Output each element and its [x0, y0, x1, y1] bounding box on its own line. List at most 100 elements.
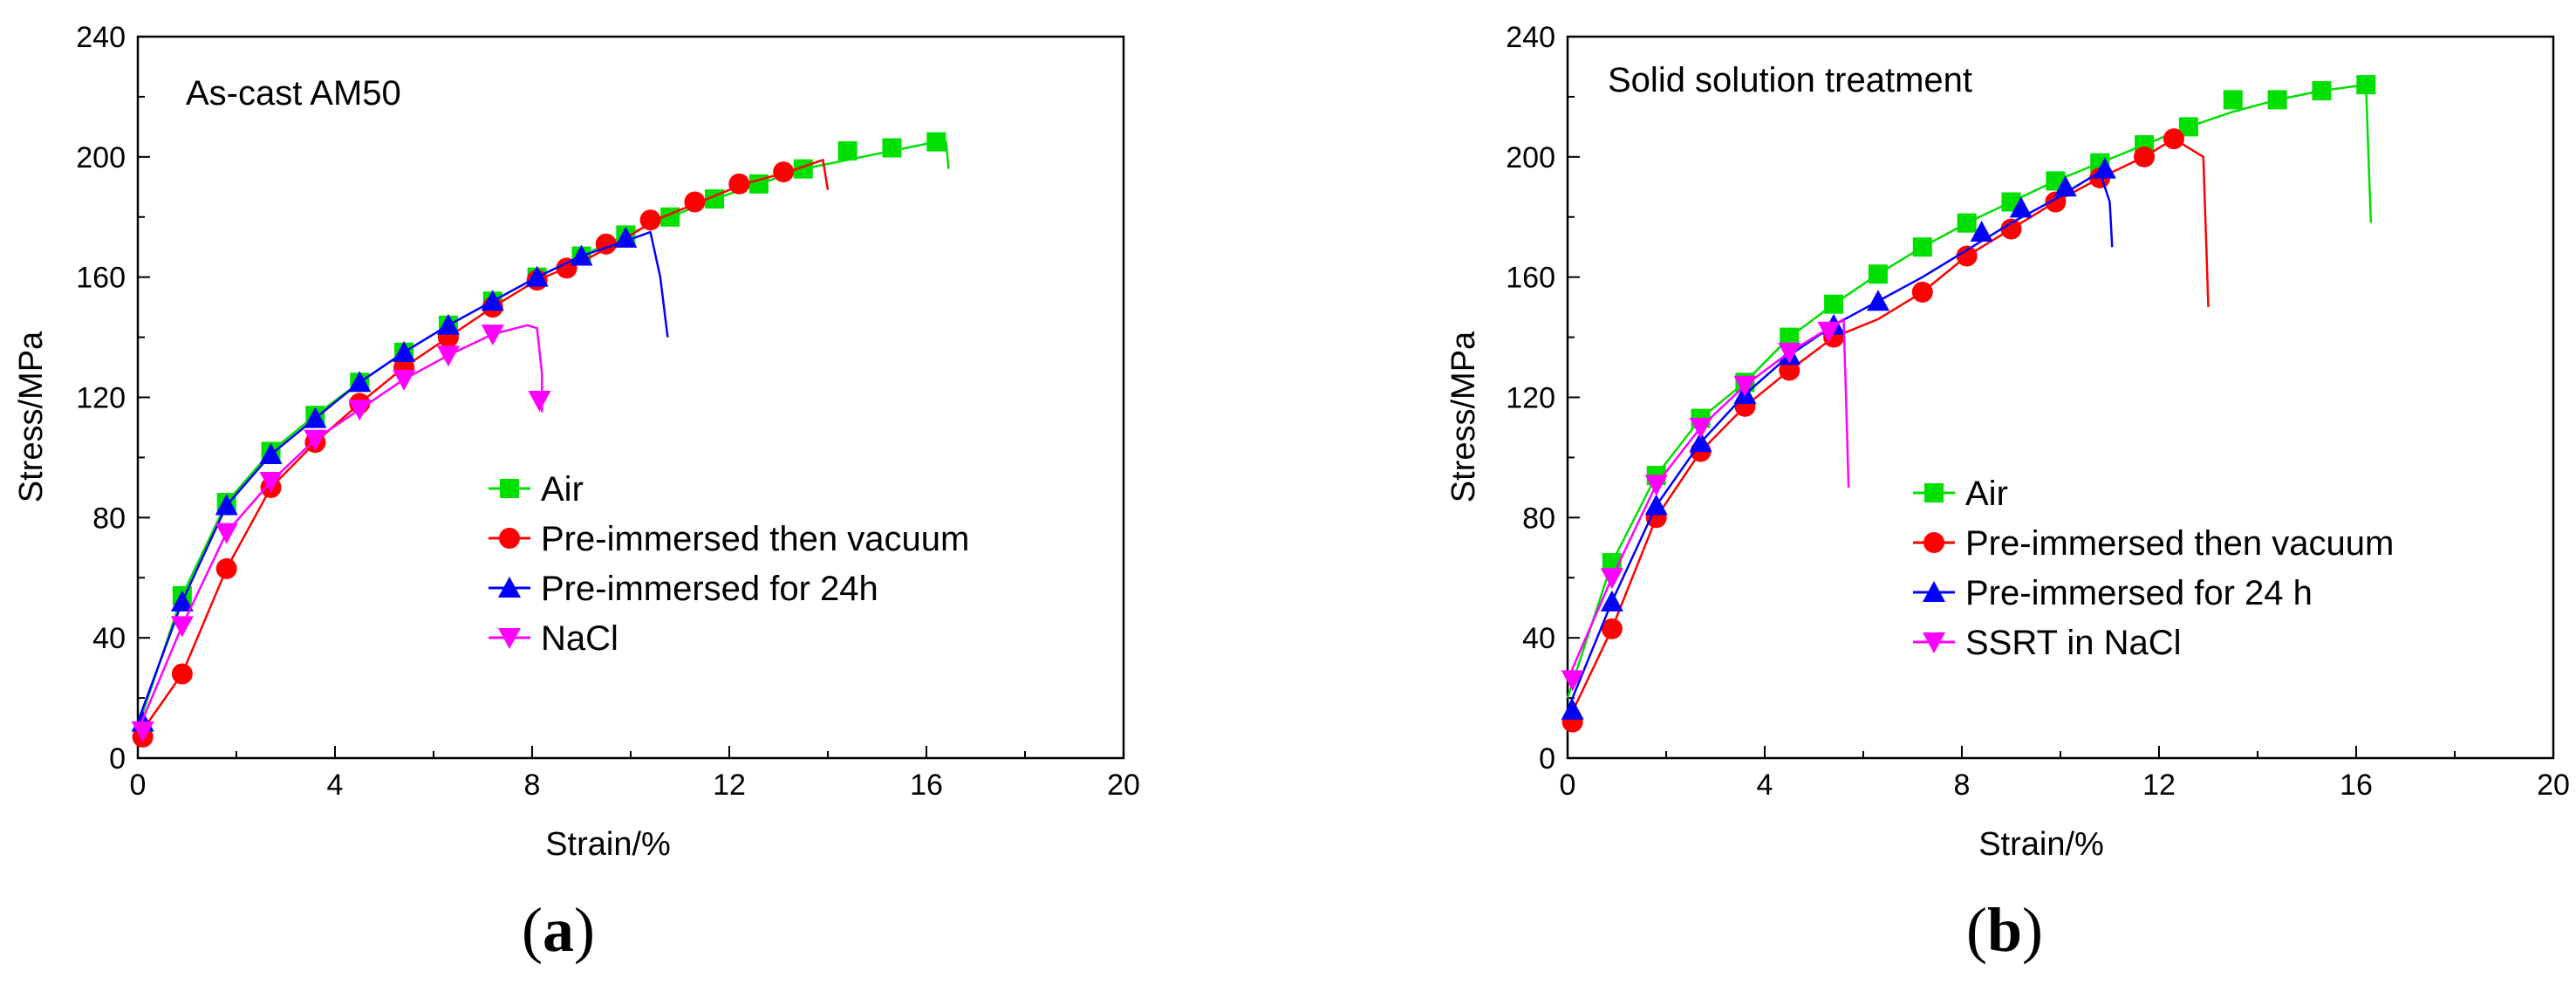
panel-a-series-pre-immersed-for-24h-point [436, 313, 460, 335]
panel-b-x-axis-title: Strain/% [1978, 826, 2104, 863]
panel-a-legend-label: Pre-immersed then vacuum [541, 520, 969, 558]
panel-a-series-pre-immersed-for-24h-point [170, 590, 194, 612]
panel-a-series-nacl-line [136, 324, 543, 732]
panel-a-series-nacl-point [215, 523, 238, 544]
panel-b-series-air-point [2312, 81, 2332, 101]
panel-b-series-pre-immersed-for-24-h-point [2053, 175, 2077, 197]
panel-b-legend-label: Pre-immersed for 24 h [1965, 574, 2313, 612]
panel-a-title: As-cast AM50 [186, 74, 401, 113]
panel-b-series-pre-immersed-for-24-h-point [2009, 196, 2033, 218]
panel-a-series-nacl-point [528, 390, 551, 412]
panel-b-x-tick-label: 16 [2340, 769, 2373, 802]
panel-b-x-tick-label: 12 [2142, 769, 2176, 802]
panel-b-series-air-point [1780, 327, 1800, 347]
panel-a-caption-open: ( [522, 895, 543, 965]
panel-b-legend: Air Pre-immersed then vacuum Pre-immersed … [1913, 475, 2394, 662]
panel-b-title: Solid solution treatment [1608, 61, 1972, 99]
panel-b-y-tick-label: 0 [1539, 742, 1555, 776]
panel-a-y-tick-label: 240 [76, 21, 126, 54]
panel-b-series-air-point [1868, 264, 1888, 284]
panel-a-series-nacl-point [259, 471, 283, 493]
panel-b-y-tick-label: 40 [1522, 622, 1555, 655]
panel-a-legend-swatch-marker [500, 479, 519, 498]
panel-b-legend-swatch-marker [1923, 632, 1945, 653]
panel-b-series-pre-immersed-then-vacuum-point [2163, 128, 2184, 150]
panel-b-legend-swatch-marker [1923, 581, 1945, 602]
panel-b-series-ssrt-in-nacl-point [1689, 417, 1712, 439]
panel-a-series-pre-immersed-then-vacuum-line [136, 159, 830, 738]
panel-a-series-air-point [926, 132, 946, 152]
panel-b-caption-open: ( [1966, 895, 1987, 965]
panel-a-frame [136, 35, 1125, 760]
panel-a-y-tick-label: 40 [92, 622, 126, 655]
panel-a-caption: (a) [522, 895, 595, 965]
panel-a-series-pre-immersed-for-24h-point [393, 340, 416, 362]
panel-a-legend-swatch-marker [498, 577, 521, 598]
panel-a-y-tick-label: 200 [76, 141, 126, 174]
panel-a-series-nacl-point [348, 400, 372, 421]
panel-a-x-tick-label: 16 [910, 769, 943, 802]
panel-a-y-tick-label: 0 [109, 742, 126, 776]
panel-a-caption-close: ) [574, 895, 595, 965]
panel-a-series-air-point [837, 140, 858, 161]
panel-b-series-air-point [2267, 90, 2287, 110]
panel-a-x-tick-label: 20 [1107, 769, 1140, 802]
panel-a-series-pre-immersed-then-vacuum-point [684, 191, 706, 213]
panel-a-series-nacl-point [481, 325, 504, 346]
panel-a-legend-label: Pre-immersed for 24h [541, 570, 878, 608]
panel-a-x-tick-label: 0 [130, 769, 147, 802]
panel-b-series-pre-immersed-for-24-h-point [1970, 220, 1993, 242]
panel-a-series-pre-immersed-then-vacuum-point [215, 557, 237, 579]
panel-b-legend-label: Pre-immersed then vacuum [1965, 524, 2394, 563]
panel-b-series-air-point [2178, 117, 2198, 137]
panel-a-caption-letter: a [543, 895, 574, 965]
panel-a-y-tick-label: 80 [92, 502, 126, 535]
panel-b-series-pre-immersed-for-24-h-point [1600, 590, 1623, 612]
panel-a-legend-swatch-marker [498, 628, 521, 649]
panel-a-x-tick-label: 12 [713, 769, 746, 802]
panel-a-series-pre-immersed-then-vacuum-point [595, 233, 617, 255]
panel-b-legend-swatch-marker [1924, 483, 1944, 502]
panel-a-series-pre-immersed-then-vacuum-point [773, 161, 795, 183]
panel-b-series-ssrt-in-nacl-point [1817, 321, 1841, 343]
panel-b-series-ssrt-in-nacl-point [1778, 342, 1801, 364]
panel-b-series-air-point [1824, 294, 1844, 314]
panel-a-legend-label: NaCl [541, 619, 618, 658]
panel-b-legend-label: Air [1965, 475, 2008, 513]
panel-b-series-ssrt-in-nacl-point [1561, 670, 1584, 692]
panel-b-x-tick-label: 8 [1954, 769, 1971, 802]
panel-b-series-pre-immersed-for-24-h-point [1644, 494, 1668, 516]
panel-a-series-pre-immersed-then-vacuum-point [728, 173, 750, 195]
panel-b-legend-swatch-marker [1923, 532, 1944, 553]
panel-a-series-nacl-point [436, 345, 460, 367]
panel-a-y-tick-label: 120 [76, 382, 126, 415]
panel-b-series-pre-immersed-then-vacuum-point [1601, 618, 1623, 639]
panel-a-series-nacl-point [304, 429, 327, 451]
panel-a-series-pre-immersed-for-24h-point [215, 494, 238, 516]
panel-a-y-tick-label: 160 [76, 262, 126, 295]
panel-a-series-pre-immersed-for-24h-point [614, 226, 638, 248]
panel-a-series-pre-immersed-for-24h-point [304, 407, 327, 428]
panel-b-y-tick-label: 240 [1506, 21, 1555, 54]
panel-a-series-nacl-point [393, 369, 416, 391]
panel-a-legend: Air Pre-immersed then vacuum Pre-immersed … [489, 470, 969, 658]
panel-b-y-tick-label: 80 [1522, 502, 1555, 535]
panel-b-series-air-point [2223, 90, 2243, 110]
panel-b-series-pre-immersed-then-vacuum-point [2134, 146, 2156, 167]
panel-a-x-tick-label: 8 [524, 769, 541, 802]
panel-b-caption-close: ) [2022, 895, 2043, 965]
panel-a-series-pre-immersed-for-24h-point [570, 244, 593, 266]
panel-b-series-pre-immersed-then-vacuum-point [1779, 359, 1800, 381]
panel-b-series-ssrt-in-nacl-point [1600, 568, 1623, 590]
panel-a-legend-swatch-marker [499, 528, 520, 549]
panel-b-series-air-point [1957, 213, 1977, 233]
panel-b-caption: (b) [1966, 895, 2043, 965]
panel-b-x-tick-label: 0 [1560, 769, 1576, 802]
panel-a-series-nacl-point [131, 721, 154, 742]
panel-a-x-tick-label: 4 [327, 769, 344, 802]
panel-b-caption-letter: b [1987, 895, 2022, 965]
